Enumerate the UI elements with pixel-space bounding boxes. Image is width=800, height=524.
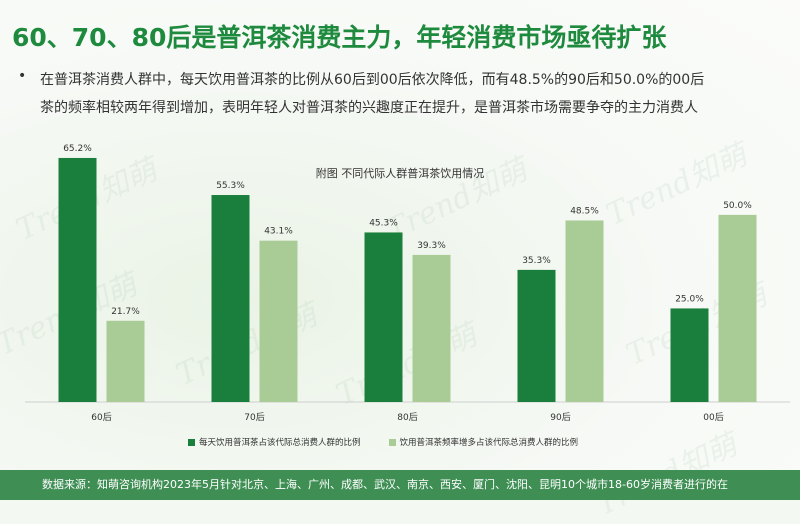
body-paragraph: 在普洱茶消费人群中，每天饮用普洱茶的比例从60后到00后依次降低，而有48.5%… <box>40 66 800 122</box>
bar-series-1-4 <box>517 269 556 402</box>
paragraph-line-1: 在普洱茶消费人群中，每天饮用普洱茶的比例从60后到00后依次降低，而有48.5%… <box>40 72 705 88</box>
data-label-series-2-4: 48.5% <box>570 206 599 216</box>
bar-series-1-3 <box>364 232 403 402</box>
legend-item-series-2: 饮用普洱茶频率增多占该代际总消费人群的比例 <box>388 436 579 448</box>
bar-series-2-5 <box>718 214 757 402</box>
legend-swatch-series-2 <box>388 438 396 446</box>
data-label-series-2-5: 50.0% <box>723 201 752 211</box>
data-label-series-2-2: 43.1% <box>264 227 293 237</box>
bar-series-2-2 <box>259 240 298 402</box>
x-tick-label-3: 80后 <box>397 412 417 423</box>
paragraph-line-2: 茶的频率相较两年得到增加，表明年轻人对普洱茶的兴趣度正在提升，是普洱茶市场需要争… <box>40 100 698 116</box>
data-label-series-1-5: 25.0% <box>675 294 704 304</box>
bullet-marker: • <box>18 68 27 84</box>
bar-series-2-3 <box>412 254 451 402</box>
data-label-series-1-2: 55.3% <box>216 181 245 191</box>
bar-series-2-4 <box>565 220 604 402</box>
data-label-series-1-3: 45.3% <box>369 218 398 228</box>
chart-title: 附图 不同代际人群普洱茶饮用情况 <box>315 167 485 180</box>
bar-series-2-1 <box>106 320 145 402</box>
data-label-series-2-3: 39.3% <box>417 241 446 251</box>
source-footer: 数据来源：知萌咨询机构2023年5月针对北京、上海、广州、成都、武汉、南京、西安… <box>0 470 800 500</box>
legend-label-series-1: 每天饮用普洱茶占该代际总消费人群的比例 <box>199 438 361 448</box>
chart-legend: 每天饮用普洱茶占该代际总消费人群的比例 饮用普洱茶频率增多占该代际总消费人群的比… <box>188 436 578 448</box>
legend-label-series-2: 饮用普洱茶频率增多占该代际总消费人群的比例 <box>399 438 579 448</box>
x-tick-label-4: 90后 <box>550 412 570 423</box>
bar-series-1-5 <box>670 308 709 402</box>
data-label-series-1-1: 65.2% <box>63 144 92 154</box>
bar-series-1-1 <box>58 157 97 402</box>
bar-chart: 65.2% 21.7% 60后 55.3% 43.1% 70后 45.3% 39.3% 80后 3… <box>25 144 790 423</box>
page-title: 60、70、80后是普洱茶消费主力，年轻消费市场亟待扩张 <box>12 23 667 52</box>
data-label-series-2-1: 21.7% <box>111 307 140 317</box>
legend-swatch-series-1 <box>188 438 195 446</box>
data-label-series-1-4: 35.3% <box>522 256 551 266</box>
bar-series-1-2 <box>211 195 250 402</box>
x-tick-label-1: 60后 <box>91 412 111 423</box>
legend-item-series-1: 每天饮用普洱茶占该代际总消费人群的比例 <box>188 436 361 448</box>
x-tick-label-2: 70后 <box>244 412 264 423</box>
x-tick-label-5: 00后 <box>703 412 723 423</box>
